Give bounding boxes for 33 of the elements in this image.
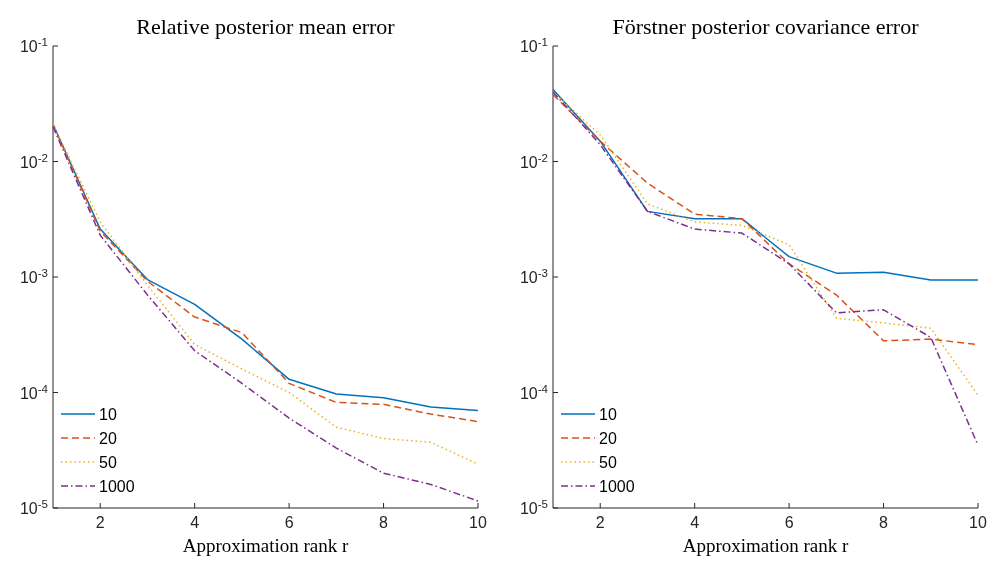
y-tick-label: 10$^{-4}$	[19, 382, 49, 402]
legend-label: 20	[99, 430, 117, 447]
chart-title: Förstner posterior covariance error	[612, 14, 920, 39]
x-axis-title: Approximation rank r	[682, 535, 850, 556]
chart-title: Relative posterior mean error	[136, 14, 396, 39]
y-tick-label: 10$^{-1}$	[519, 36, 548, 55]
x-tick-label: 6	[784, 514, 794, 531]
x-tick-label: 8	[879, 514, 889, 531]
legend-label: 10	[599, 406, 617, 423]
y-tick-label: 10$^{-4}$	[519, 382, 549, 402]
x-tick-label: 8	[379, 514, 389, 531]
legend-label: 10	[99, 406, 117, 423]
y-tick-label: 10$^{-5}$	[519, 498, 548, 517]
x-tick-label: 6	[284, 514, 294, 531]
legend-label: 50	[99, 454, 117, 471]
x-tick-label: 2	[95, 514, 105, 531]
y-tick-label: 10$^{-2}$	[19, 151, 48, 171]
legend-label: 50	[599, 454, 617, 471]
line-series	[552, 88, 979, 281]
y-tick-label: 10$^{-3}$	[519, 267, 548, 286]
y-tick-label: 10$^{-2}$	[519, 151, 548, 171]
y-tick-label: 10$^{-5}$	[19, 498, 48, 517]
x-tick-label: 4	[690, 514, 700, 531]
y-tick-label: 10$^{-3}$	[19, 267, 48, 286]
legend-label: 1000	[599, 478, 635, 495]
y-tick-label: 10$^{-1}$	[19, 36, 48, 55]
x-tick-label: 10	[469, 514, 487, 531]
legend-label: 1000	[99, 478, 135, 495]
x-axis-title: Approximation rank r	[182, 535, 350, 556]
x-tick-label: 10	[969, 514, 987, 531]
legend-label: 20	[599, 430, 617, 447]
x-tick-label: 4	[190, 514, 200, 531]
x-tick-label: 2	[595, 514, 605, 531]
